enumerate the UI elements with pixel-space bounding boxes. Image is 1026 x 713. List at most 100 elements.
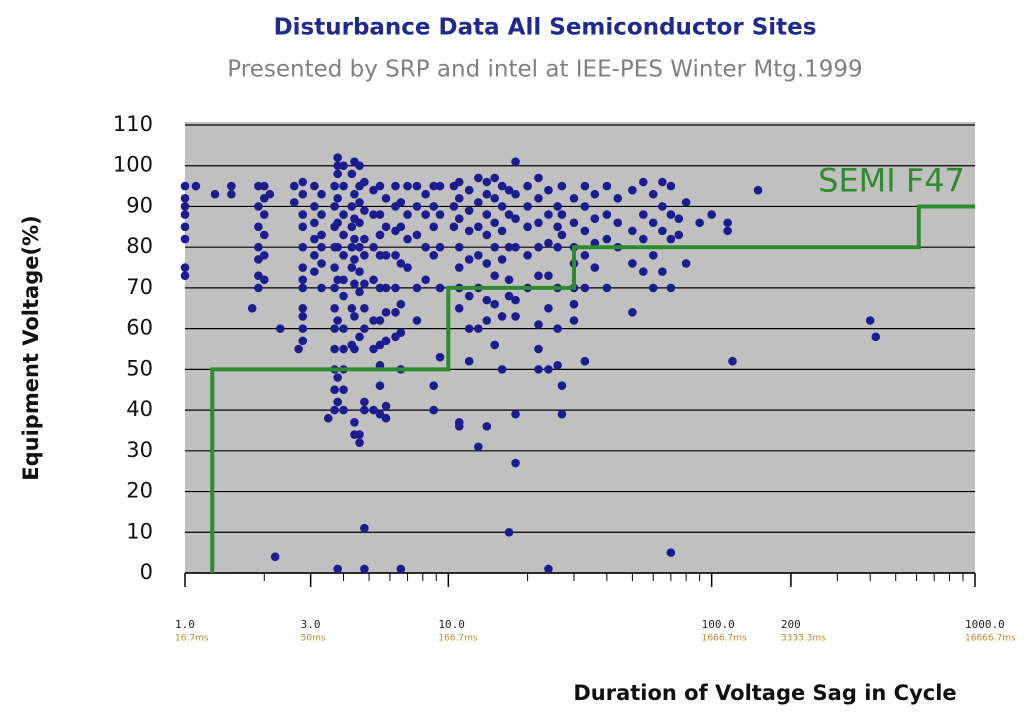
point bbox=[350, 189, 359, 199]
point bbox=[310, 267, 319, 276]
point bbox=[270, 552, 280, 562]
point bbox=[298, 189, 308, 199]
point bbox=[381, 401, 391, 411]
point bbox=[180, 202, 190, 211]
point bbox=[435, 181, 445, 191]
point bbox=[871, 332, 881, 342]
point bbox=[369, 210, 378, 219]
point bbox=[403, 210, 412, 219]
x-tick-label: 200 bbox=[781, 618, 801, 631]
point bbox=[339, 385, 348, 395]
x-tick-unit: 16666.7ms bbox=[965, 634, 1016, 644]
point bbox=[435, 210, 445, 219]
point bbox=[511, 214, 520, 223]
point bbox=[454, 194, 464, 203]
point bbox=[723, 218, 732, 228]
point bbox=[227, 189, 236, 199]
point bbox=[347, 169, 357, 179]
point bbox=[254, 242, 263, 252]
point bbox=[435, 352, 445, 362]
point bbox=[511, 409, 520, 419]
point bbox=[317, 283, 326, 293]
point bbox=[310, 202, 319, 211]
point bbox=[421, 189, 430, 199]
point bbox=[259, 210, 269, 219]
point bbox=[396, 328, 406, 338]
point bbox=[449, 222, 459, 232]
point bbox=[317, 210, 326, 219]
point bbox=[412, 181, 422, 191]
point bbox=[360, 177, 369, 187]
point bbox=[381, 413, 391, 423]
point bbox=[180, 222, 190, 232]
point bbox=[723, 226, 732, 236]
point bbox=[534, 365, 543, 374]
point bbox=[333, 169, 342, 179]
point bbox=[310, 251, 319, 260]
point bbox=[396, 299, 406, 309]
y-tick-label: 100 bbox=[113, 153, 153, 177]
point bbox=[674, 214, 684, 223]
point bbox=[648, 251, 658, 260]
point bbox=[339, 230, 348, 240]
point bbox=[474, 251, 483, 260]
point bbox=[396, 564, 406, 574]
point bbox=[648, 218, 658, 228]
point bbox=[429, 202, 439, 211]
point bbox=[523, 251, 532, 260]
point bbox=[504, 527, 514, 537]
point bbox=[490, 194, 500, 203]
point bbox=[482, 177, 492, 187]
point bbox=[339, 275, 348, 285]
point bbox=[580, 226, 590, 236]
point bbox=[580, 181, 590, 191]
point bbox=[317, 189, 326, 199]
point bbox=[638, 210, 648, 219]
point bbox=[289, 181, 299, 191]
point bbox=[381, 336, 391, 346]
point bbox=[490, 218, 500, 228]
y-tick-label: 90 bbox=[126, 193, 153, 217]
point bbox=[375, 210, 385, 219]
y-tick-label: 20 bbox=[126, 479, 153, 503]
point bbox=[429, 181, 439, 191]
point bbox=[421, 242, 430, 252]
y-tick-label: 80 bbox=[126, 234, 153, 258]
point bbox=[375, 316, 385, 325]
point bbox=[590, 214, 600, 223]
point bbox=[180, 234, 190, 244]
point bbox=[534, 173, 543, 183]
point bbox=[355, 438, 364, 447]
point bbox=[429, 251, 439, 260]
point bbox=[333, 397, 342, 407]
point bbox=[429, 381, 439, 390]
point bbox=[391, 308, 400, 317]
point bbox=[534, 194, 543, 203]
point bbox=[648, 283, 658, 293]
point bbox=[497, 365, 507, 374]
point bbox=[490, 271, 500, 280]
point bbox=[681, 198, 691, 207]
x-tick-unit: 16.7ms bbox=[175, 634, 209, 644]
point bbox=[339, 324, 348, 333]
point bbox=[333, 194, 342, 203]
point bbox=[403, 234, 412, 244]
x-tick-label: 100.0 bbox=[702, 618, 735, 631]
x-tick-label: 10.0 bbox=[438, 618, 465, 631]
point bbox=[360, 279, 369, 289]
point bbox=[464, 185, 474, 195]
point bbox=[628, 185, 637, 195]
y-axis-label: Equipment Voltage(%) bbox=[19, 215, 43, 480]
point bbox=[454, 214, 464, 223]
point bbox=[569, 218, 579, 228]
point bbox=[298, 303, 308, 313]
point bbox=[330, 202, 339, 211]
point bbox=[259, 230, 269, 240]
point bbox=[523, 222, 532, 232]
point bbox=[569, 299, 579, 309]
point bbox=[474, 324, 483, 333]
point bbox=[381, 283, 391, 293]
point bbox=[534, 320, 543, 329]
point bbox=[360, 523, 369, 533]
point bbox=[464, 291, 474, 301]
